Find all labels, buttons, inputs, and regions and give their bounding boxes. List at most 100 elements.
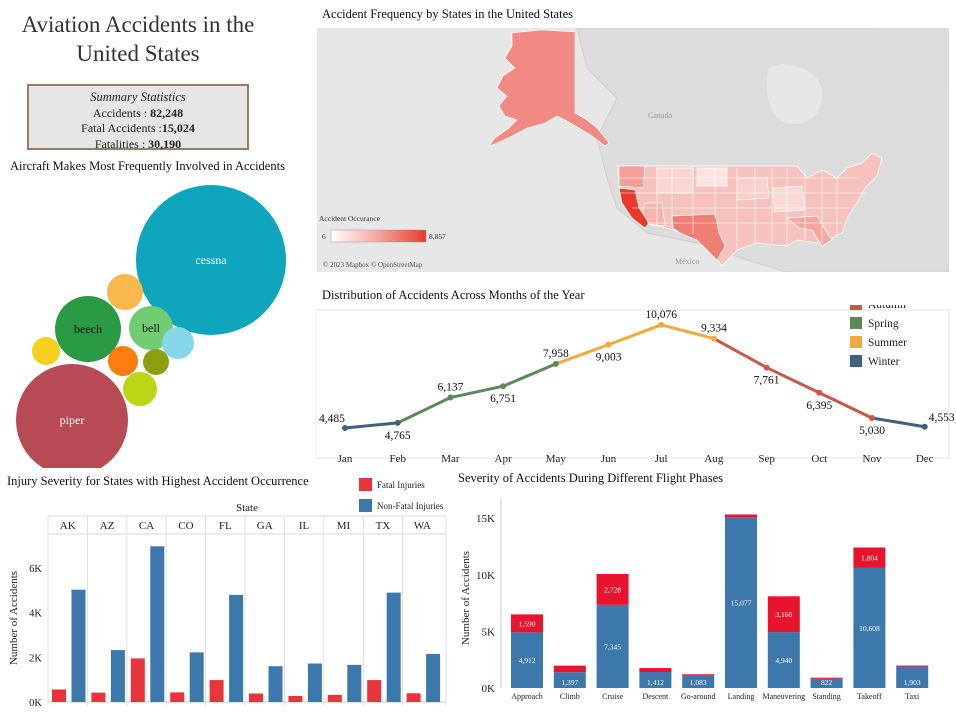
dashboard-title: Aviation Accidents in the United States	[21, 12, 255, 66]
phase-chart-title: Severity of Accidents During Different F…	[458, 471, 724, 485]
map-alaska	[488, 29, 610, 147]
state-header-FL: FL	[219, 520, 232, 532]
map-state-borders	[619, 166, 865, 250]
flight-phase-chart: Number of Accidents 0K 5K 10K 15K 4,912 1,590 A…	[460, 498, 929, 701]
line-x-tick-May: May	[546, 453, 567, 465]
fatal-value: 15,024	[161, 121, 195, 135]
state-bar-CA-nonfatal	[150, 546, 165, 702]
state-bar-TX-nonfatal	[386, 592, 401, 702]
legend-swatch-spring	[850, 317, 862, 329]
line-x-tick-Dec: Dec	[916, 453, 934, 465]
legend-label-summer: Summer	[868, 337, 907, 349]
state-header-AK: AK	[60, 520, 76, 532]
state-y-tick-6K: 6K	[29, 564, 42, 575]
phase-value-Approach-fatal: 1,590	[519, 619, 536, 628]
bubble-bell	[129, 306, 173, 350]
line-value-label-Mar: 6,137	[437, 382, 463, 394]
phase-bar-Descent-fatal	[639, 668, 672, 673]
line-plot-frame	[315, 309, 950, 459]
phase-value-Takeoff-nonfatal: 10,608	[859, 624, 880, 633]
line-point-Dec	[921, 423, 928, 430]
map-label-canada: Canada	[648, 111, 672, 120]
bubble-label-cessna: cessna	[195, 253, 227, 267]
line-value-label-Oct: 6,395	[806, 400, 832, 412]
accident-map[interactable]: Canada México Accident Occurance 6 8,857…	[317, 28, 949, 272]
state-bar-GA-nonfatal	[268, 666, 283, 702]
phase-bar-Go-around-fatal	[682, 674, 715, 676]
line-point-Mar	[447, 394, 454, 401]
line-value-label-Apr: 6,751	[490, 393, 516, 405]
line-x-tick-Jun: Jun	[601, 453, 617, 465]
phase-x-tick-Cruise: Cruise	[602, 692, 623, 701]
phase-bar-Maneuvering-fatal	[767, 596, 800, 633]
state-legend-swatch-fatal	[359, 478, 372, 491]
bubble-piper	[16, 364, 128, 468]
state-bar-WA-fatal	[406, 693, 421, 702]
state-bar-MI-fatal	[327, 694, 342, 702]
state-bar-CO-nonfatal	[189, 652, 204, 702]
line-value-label-Jan: 4,485	[319, 413, 345, 425]
state-header-GA: GA	[257, 520, 273, 532]
state-header-WA: WA	[414, 520, 431, 532]
phase-bar-Takeoff-nonfatal	[853, 567, 886, 688]
state-bar-AZ-nonfatal	[110, 650, 125, 702]
map-legend-max: 8,857	[429, 232, 446, 241]
phase-value-Approach-nonfatal: 4,912	[519, 656, 536, 665]
line-x-tick-Mar: Mar	[441, 453, 460, 465]
map-legend-gradient	[330, 229, 427, 243]
map-legend-title: Accident Occurance	[319, 214, 381, 223]
fatal-label: Fatal Accidents :	[81, 121, 162, 135]
state-y-tick-0K: 0K	[29, 698, 42, 709]
state-bar-GA-fatal	[249, 693, 263, 702]
legend-label-spring: Spring	[868, 318, 899, 330]
phase-x-tick-Takeoff: Takeoff	[857, 692, 882, 701]
line-segment-May	[555, 343, 610, 366]
phase-value-Climb-nonfatal: 1,397	[561, 678, 578, 687]
state-chart-title: Injury Severity for States with Highest …	[7, 474, 309, 488]
line-value-label-Jun: 9,003	[596, 352, 622, 364]
phase-x-tick-Standing: Standing	[812, 692, 840, 701]
phase-bar-Cruise-nonfatal	[596, 604, 629, 688]
state-header-IL: IL	[299, 520, 310, 532]
line-x-tick-Apr: Apr	[495, 453, 512, 465]
state-bar-CA-fatal	[130, 658, 145, 702]
line-x-tick-Jan: Jan	[338, 453, 353, 465]
legend-swatch-winter	[850, 355, 862, 367]
phase-x-tick-Approach: Approach	[511, 692, 543, 701]
phase-y-tick-5K: 5K	[482, 626, 496, 638]
line-x-tick-Jul: Jul	[655, 453, 668, 465]
legend-label-winter: Winter	[868, 356, 900, 368]
line-point-Jul	[658, 321, 665, 328]
aircraft-bubble-chart: cessna piper beech bell	[16, 185, 286, 468]
state-bar-CO-fatal	[170, 692, 185, 702]
line-value-label-Feb: 4,765	[385, 430, 411, 442]
state-bar-IL-nonfatal	[307, 663, 322, 702]
state-bar-TX-fatal	[367, 680, 382, 702]
line-point-Jan	[342, 425, 348, 432]
map-greenland	[877, 28, 949, 88]
line-segment-Aug	[713, 337, 768, 369]
line-value-label-May: 7,958	[543, 348, 569, 360]
state-bar-FL-nonfatal	[229, 594, 244, 702]
phase-bar-Approach-nonfatal	[511, 632, 543, 688]
line-point-Apr	[500, 383, 507, 390]
phase-value-Cruise-fatal: 2,728	[604, 585, 621, 594]
map-label-mexico: México	[675, 257, 699, 266]
phase-value-Descent-nonfatal: 1,412	[647, 678, 664, 687]
line-segment-Feb	[397, 396, 452, 425]
line-point-Oct	[816, 389, 823, 396]
state-legend-swatch-nonfatal	[359, 499, 372, 512]
line-chart-title: Distribution of Accidents Across Months …	[322, 288, 585, 302]
state-y-tick-4K: 4K	[29, 609, 42, 620]
phase-bar-Maneuvering-nonfatal	[767, 632, 800, 688]
phase-y-tick-15K: 15K	[476, 513, 495, 525]
legend-swatch-summer	[850, 336, 862, 348]
legend-swatch-autumn	[850, 305, 862, 310]
summary-fatal-accidents: Fatal Accidents :15,024	[29, 121, 247, 137]
phase-bar-Landing-nonfatal	[725, 517, 757, 688]
bubble-make-10	[162, 327, 194, 359]
phase-bar-Standing-fatal	[810, 677, 843, 679]
state-legend-label-nonfatal: Non-Fatal Injuries	[377, 501, 444, 511]
bubble-beech	[55, 296, 121, 362]
phase-bar-Climb-nonfatal	[553, 672, 586, 688]
